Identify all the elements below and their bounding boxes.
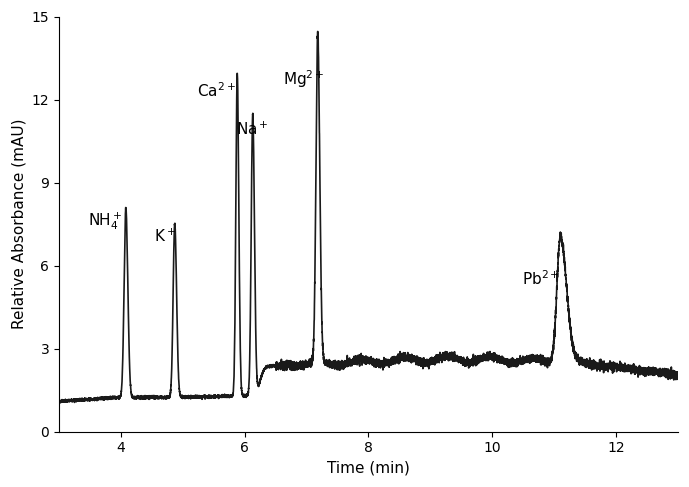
Text: K$^+$: K$^+$ [154, 227, 176, 245]
X-axis label: Time (min): Time (min) [327, 461, 410, 476]
Text: Pb$^{2+}$: Pb$^{2+}$ [522, 269, 559, 288]
Text: Ca$^{2+}$: Ca$^{2+}$ [198, 81, 236, 100]
Text: NH$_4^+$: NH$_4^+$ [88, 210, 123, 232]
Y-axis label: Relative Absorbance (mAU): Relative Absorbance (mAU) [11, 119, 26, 329]
Text: Na$^+$: Na$^+$ [236, 121, 269, 138]
Text: Mg$^{2+}$: Mg$^{2+}$ [282, 68, 325, 90]
